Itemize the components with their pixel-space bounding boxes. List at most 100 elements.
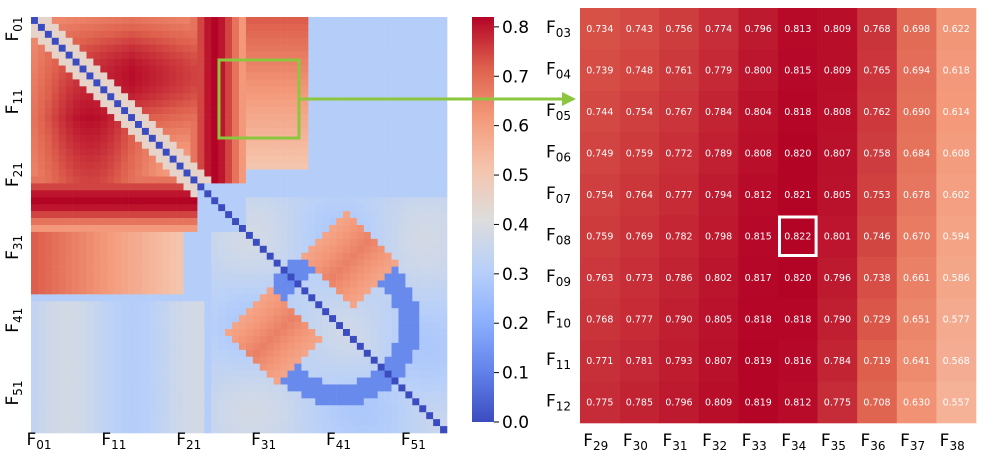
overview-cell <box>58 141 66 150</box>
zoomed-cell-value: 0.608 <box>943 148 970 159</box>
zoomed-cell-value: 0.694 <box>903 65 930 76</box>
overview-cell <box>391 211 399 219</box>
overview-cell <box>190 349 198 358</box>
overview-cell <box>176 342 184 351</box>
overview-cell <box>114 58 122 66</box>
zoomed-cell <box>817 257 858 299</box>
overview-cell <box>426 329 434 337</box>
overview-cell <box>204 342 212 351</box>
overview-cell <box>280 294 288 302</box>
overview-cell <box>294 377 302 385</box>
overview-cell <box>128 231 136 240</box>
overview-cell <box>252 322 261 330</box>
overview-cell <box>239 204 247 212</box>
overview-cell <box>86 204 94 212</box>
overview-cell <box>169 398 177 406</box>
overview-cell <box>419 405 427 413</box>
zoomed-cell-value: 0.708 <box>863 397 890 408</box>
overview-cell <box>391 155 399 163</box>
overview-cell <box>141 412 150 420</box>
overview-cell <box>190 412 198 420</box>
overview-cell <box>322 342 330 351</box>
overview-cell <box>141 148 150 156</box>
overview-cell <box>218 231 226 240</box>
overview-cell <box>86 273 94 281</box>
overview-cell <box>273 190 281 198</box>
overview-cell <box>72 58 80 66</box>
zoomed-cell-value: 0.762 <box>863 107 890 118</box>
overview-cell <box>315 225 323 233</box>
overview-cell <box>51 121 60 129</box>
zoomed-cell-value: 0.719 <box>863 356 890 367</box>
zoomed-cell <box>698 257 739 299</box>
overview-cell <box>356 294 365 302</box>
overview-cell <box>308 127 316 136</box>
overview-cell <box>65 65 73 73</box>
overview-cell <box>391 218 399 226</box>
overview-cell <box>31 308 39 316</box>
overview-cell <box>412 315 420 323</box>
overview-cell <box>370 100 378 108</box>
overview-cell <box>58 79 66 87</box>
overview-cell <box>336 245 344 254</box>
overview-cell <box>245 72 254 80</box>
overview-cell <box>44 86 53 94</box>
overview-cell <box>433 301 441 309</box>
overview-cell <box>440 225 448 233</box>
overview-cell <box>148 342 157 351</box>
overview-cell <box>245 93 254 101</box>
overview-cell <box>100 211 108 219</box>
overview-cell <box>176 100 184 108</box>
zoomed-cell <box>698 8 739 50</box>
overview-cell <box>37 294 46 302</box>
overview-cell <box>114 273 122 281</box>
overview-cell <box>100 377 108 385</box>
overview-cell <box>197 294 205 302</box>
overview-cell <box>322 252 330 260</box>
overview-cell <box>419 23 427 32</box>
overview-cell <box>252 127 261 136</box>
overview-cell <box>114 356 122 364</box>
overview-cell <box>239 273 247 281</box>
overview-cell <box>239 30 247 39</box>
overview-cell <box>114 86 122 94</box>
overview-cell <box>259 384 268 392</box>
overview-cell <box>440 190 448 198</box>
overview-cell <box>65 162 73 170</box>
overview-cell <box>121 377 129 385</box>
overview-cell <box>100 93 108 101</box>
zoomed-cell <box>857 91 898 133</box>
overview-cell <box>79 44 87 52</box>
zoomed-cell-value: 0.819 <box>745 397 772 408</box>
overview-cell <box>266 280 274 288</box>
overview-cell <box>225 162 233 170</box>
overview-cell <box>204 44 212 52</box>
overview-cell <box>239 211 247 219</box>
overview-cell <box>377 127 385 136</box>
overview-cell <box>301 273 309 281</box>
overview-cell <box>287 363 295 371</box>
overview-cell <box>377 231 385 240</box>
overview-cell <box>239 329 247 337</box>
zoomed-x-tick: F33 <box>742 431 767 453</box>
overview-cell <box>148 426 157 434</box>
overview-cell <box>356 141 365 150</box>
overview-cell <box>266 377 274 385</box>
overview-cell <box>259 148 268 156</box>
zoomed-cell <box>698 174 739 216</box>
overview-cell <box>79 107 87 115</box>
overview-cell <box>65 412 73 420</box>
overview-cell <box>252 183 261 191</box>
overview-cell <box>155 294 164 302</box>
overview-cell <box>162 384 170 392</box>
overview-cell <box>107 17 115 25</box>
overview-cell <box>412 225 420 233</box>
overview-cell <box>232 287 240 295</box>
overview-cell <box>419 280 427 288</box>
overview-cell <box>322 79 330 87</box>
overview-cell <box>329 176 337 184</box>
overview-cell <box>308 121 316 129</box>
zoomed-cell-value: 0.754 <box>586 190 613 201</box>
overview-cell <box>176 44 184 52</box>
overview-cell <box>426 190 434 198</box>
